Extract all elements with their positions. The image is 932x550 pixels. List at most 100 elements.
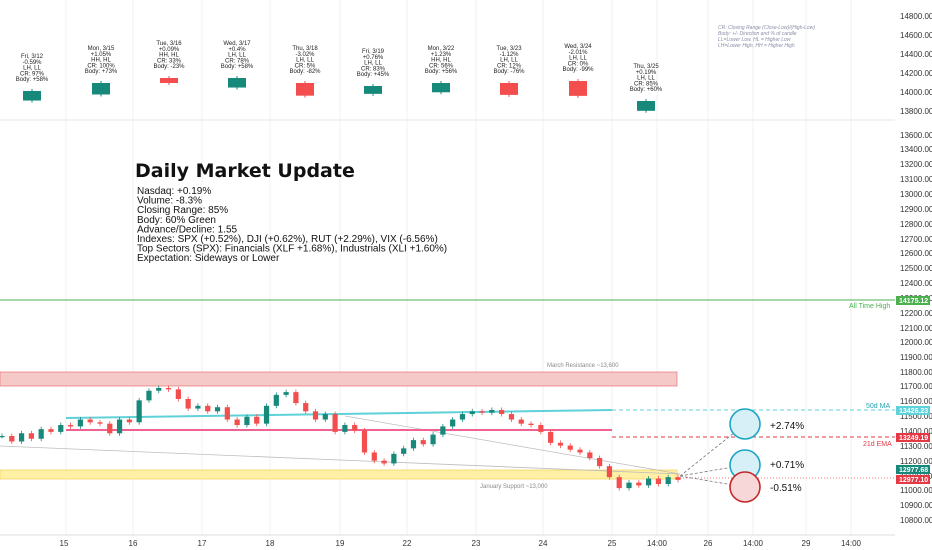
price-candle xyxy=(655,478,662,484)
price-candle xyxy=(126,419,132,423)
price-candle xyxy=(538,425,544,432)
price-candle xyxy=(87,419,93,423)
summary-line: Closing Range: 85% xyxy=(137,205,228,216)
scenario-label-down: -0.51% xyxy=(770,483,802,494)
daily-box-line: +0.19% xyxy=(636,70,657,76)
daily-box-line: Body: +73% xyxy=(85,69,118,75)
summary-line: Body: 60% Green xyxy=(137,215,216,226)
ath-tag xyxy=(896,296,930,305)
price-candle xyxy=(263,405,270,424)
projection-line-up-small xyxy=(679,464,746,477)
daily-box-line: LH, LL xyxy=(228,53,246,59)
daily-box-line: Wed, 3/24 xyxy=(564,44,592,50)
daily-box-line: CR: 100% xyxy=(87,63,115,69)
daily-box-line: Body: +60% xyxy=(630,87,663,93)
x-tick-label: 19 xyxy=(336,539,345,548)
time-axis: 15 16 17 18 19 22 23 24 25 14:00 26 14:00 29 14:00 xyxy=(0,534,895,548)
y-tick-label: 13100.00 xyxy=(900,175,932,184)
projection-line-up-large xyxy=(679,423,746,477)
price-candle xyxy=(303,403,309,412)
price-candle xyxy=(146,390,152,401)
y-tick-label: 12600.00 xyxy=(900,249,932,258)
daily-candle-body xyxy=(228,78,246,88)
daily-box-line: -2.01% xyxy=(568,50,588,56)
ma50-label: 50d MA xyxy=(866,403,890,410)
price-candle xyxy=(283,392,289,395)
price-candle xyxy=(410,440,417,449)
price-candle xyxy=(273,394,279,406)
daily-box-line: +0.09% xyxy=(159,47,180,53)
y-tick-label: 13600.00 xyxy=(900,131,932,140)
scenario-label-up-large: +2.74% xyxy=(770,421,804,432)
x-tick-label: 26 xyxy=(704,539,713,548)
daily-candle-body xyxy=(296,83,314,96)
y-tick-label: 14200.00 xyxy=(900,69,932,78)
daily-box-line: Body: -82% xyxy=(289,69,321,75)
x-tick-label: 29 xyxy=(802,539,811,548)
price-candle xyxy=(606,466,613,478)
x-tick-label: 14:00 xyxy=(743,539,764,548)
price-candle xyxy=(9,436,15,442)
daily-box-line: -3.02% xyxy=(295,52,315,58)
price-candles xyxy=(0,385,681,491)
daily-candle-body xyxy=(432,83,450,93)
march-resistance-label: March Resistance ~13,600 xyxy=(547,363,619,369)
price-candle xyxy=(18,433,25,442)
y-tick-label: 11800.00 xyxy=(900,368,932,377)
y-tick-label: 12800.00 xyxy=(900,220,932,229)
ema21-label: 21d EMA xyxy=(863,441,892,448)
price-candle xyxy=(391,453,397,464)
january-support-zone xyxy=(0,469,678,480)
last-price-tag-value: 12977.68 xyxy=(899,467,928,474)
x-tick-label: 18 xyxy=(266,539,275,548)
y-tick-label: 13400.00 xyxy=(900,145,932,154)
price-candle xyxy=(156,388,162,391)
price-candle xyxy=(312,411,319,420)
price-candle xyxy=(499,409,505,415)
price-candle xyxy=(361,430,368,453)
y-tick-label: 11300.00 xyxy=(900,442,932,451)
daily-box-line: HH, HL xyxy=(159,53,179,59)
price-candle xyxy=(322,414,328,420)
legend-note: CR: Closing Range (Close-Low)/(High-Low)… xyxy=(718,25,815,49)
last-price-tag xyxy=(896,465,930,474)
daily-box-line: LH, LL xyxy=(364,61,382,67)
price-candle xyxy=(97,422,103,424)
price-candle xyxy=(293,392,299,404)
summary-line: Expectation: Sideways or Lower xyxy=(137,253,280,264)
x-tick-label: 25 xyxy=(608,539,617,548)
daily-candle-body xyxy=(500,83,518,95)
y-tick-label: 13200.00 xyxy=(900,160,932,169)
price-candle xyxy=(195,405,201,409)
price-candle xyxy=(528,423,534,426)
daily-box-line: HH, HL xyxy=(91,58,111,64)
daily-candle-body xyxy=(160,78,178,83)
daily-candle-body xyxy=(569,81,587,96)
legend-note-line: CR: Closing Range (Close-Low)/(High-Low) xyxy=(718,25,815,31)
y-tick-label: 14800.00 xyxy=(900,12,932,21)
daily-box-line: LH, LL xyxy=(23,66,41,72)
daily-box-line: CR: 12% xyxy=(497,63,522,69)
vertical-gridlines xyxy=(0,0,895,535)
daily-box-line: Mon, 3/22 xyxy=(428,46,455,52)
y-tick-label: 11400.00 xyxy=(900,427,932,436)
scenario-circle-down xyxy=(729,471,761,503)
summary-text: Nasdaq: +0.19%Volume: -8.3%Closing Range… xyxy=(137,186,447,264)
price-candle xyxy=(636,482,642,486)
daily-box-line: -0.59% xyxy=(22,60,42,66)
projection-line-down xyxy=(679,475,746,488)
daily-box-line: Fri, 3/19 xyxy=(362,49,385,55)
daily-box-line: Body: +45% xyxy=(357,72,390,78)
y-tick-label: 13800.00 xyxy=(900,107,932,116)
y-tick-label: 10800.00 xyxy=(900,516,932,525)
price-candle xyxy=(567,445,573,450)
price-candle xyxy=(557,442,564,446)
trendline-upper xyxy=(344,415,681,475)
daily-box-line: Mon, 3/15 xyxy=(88,46,115,52)
price-candle xyxy=(224,407,230,420)
scenario-label-up-small: +0.71% xyxy=(770,460,804,471)
price-candle xyxy=(28,433,34,439)
